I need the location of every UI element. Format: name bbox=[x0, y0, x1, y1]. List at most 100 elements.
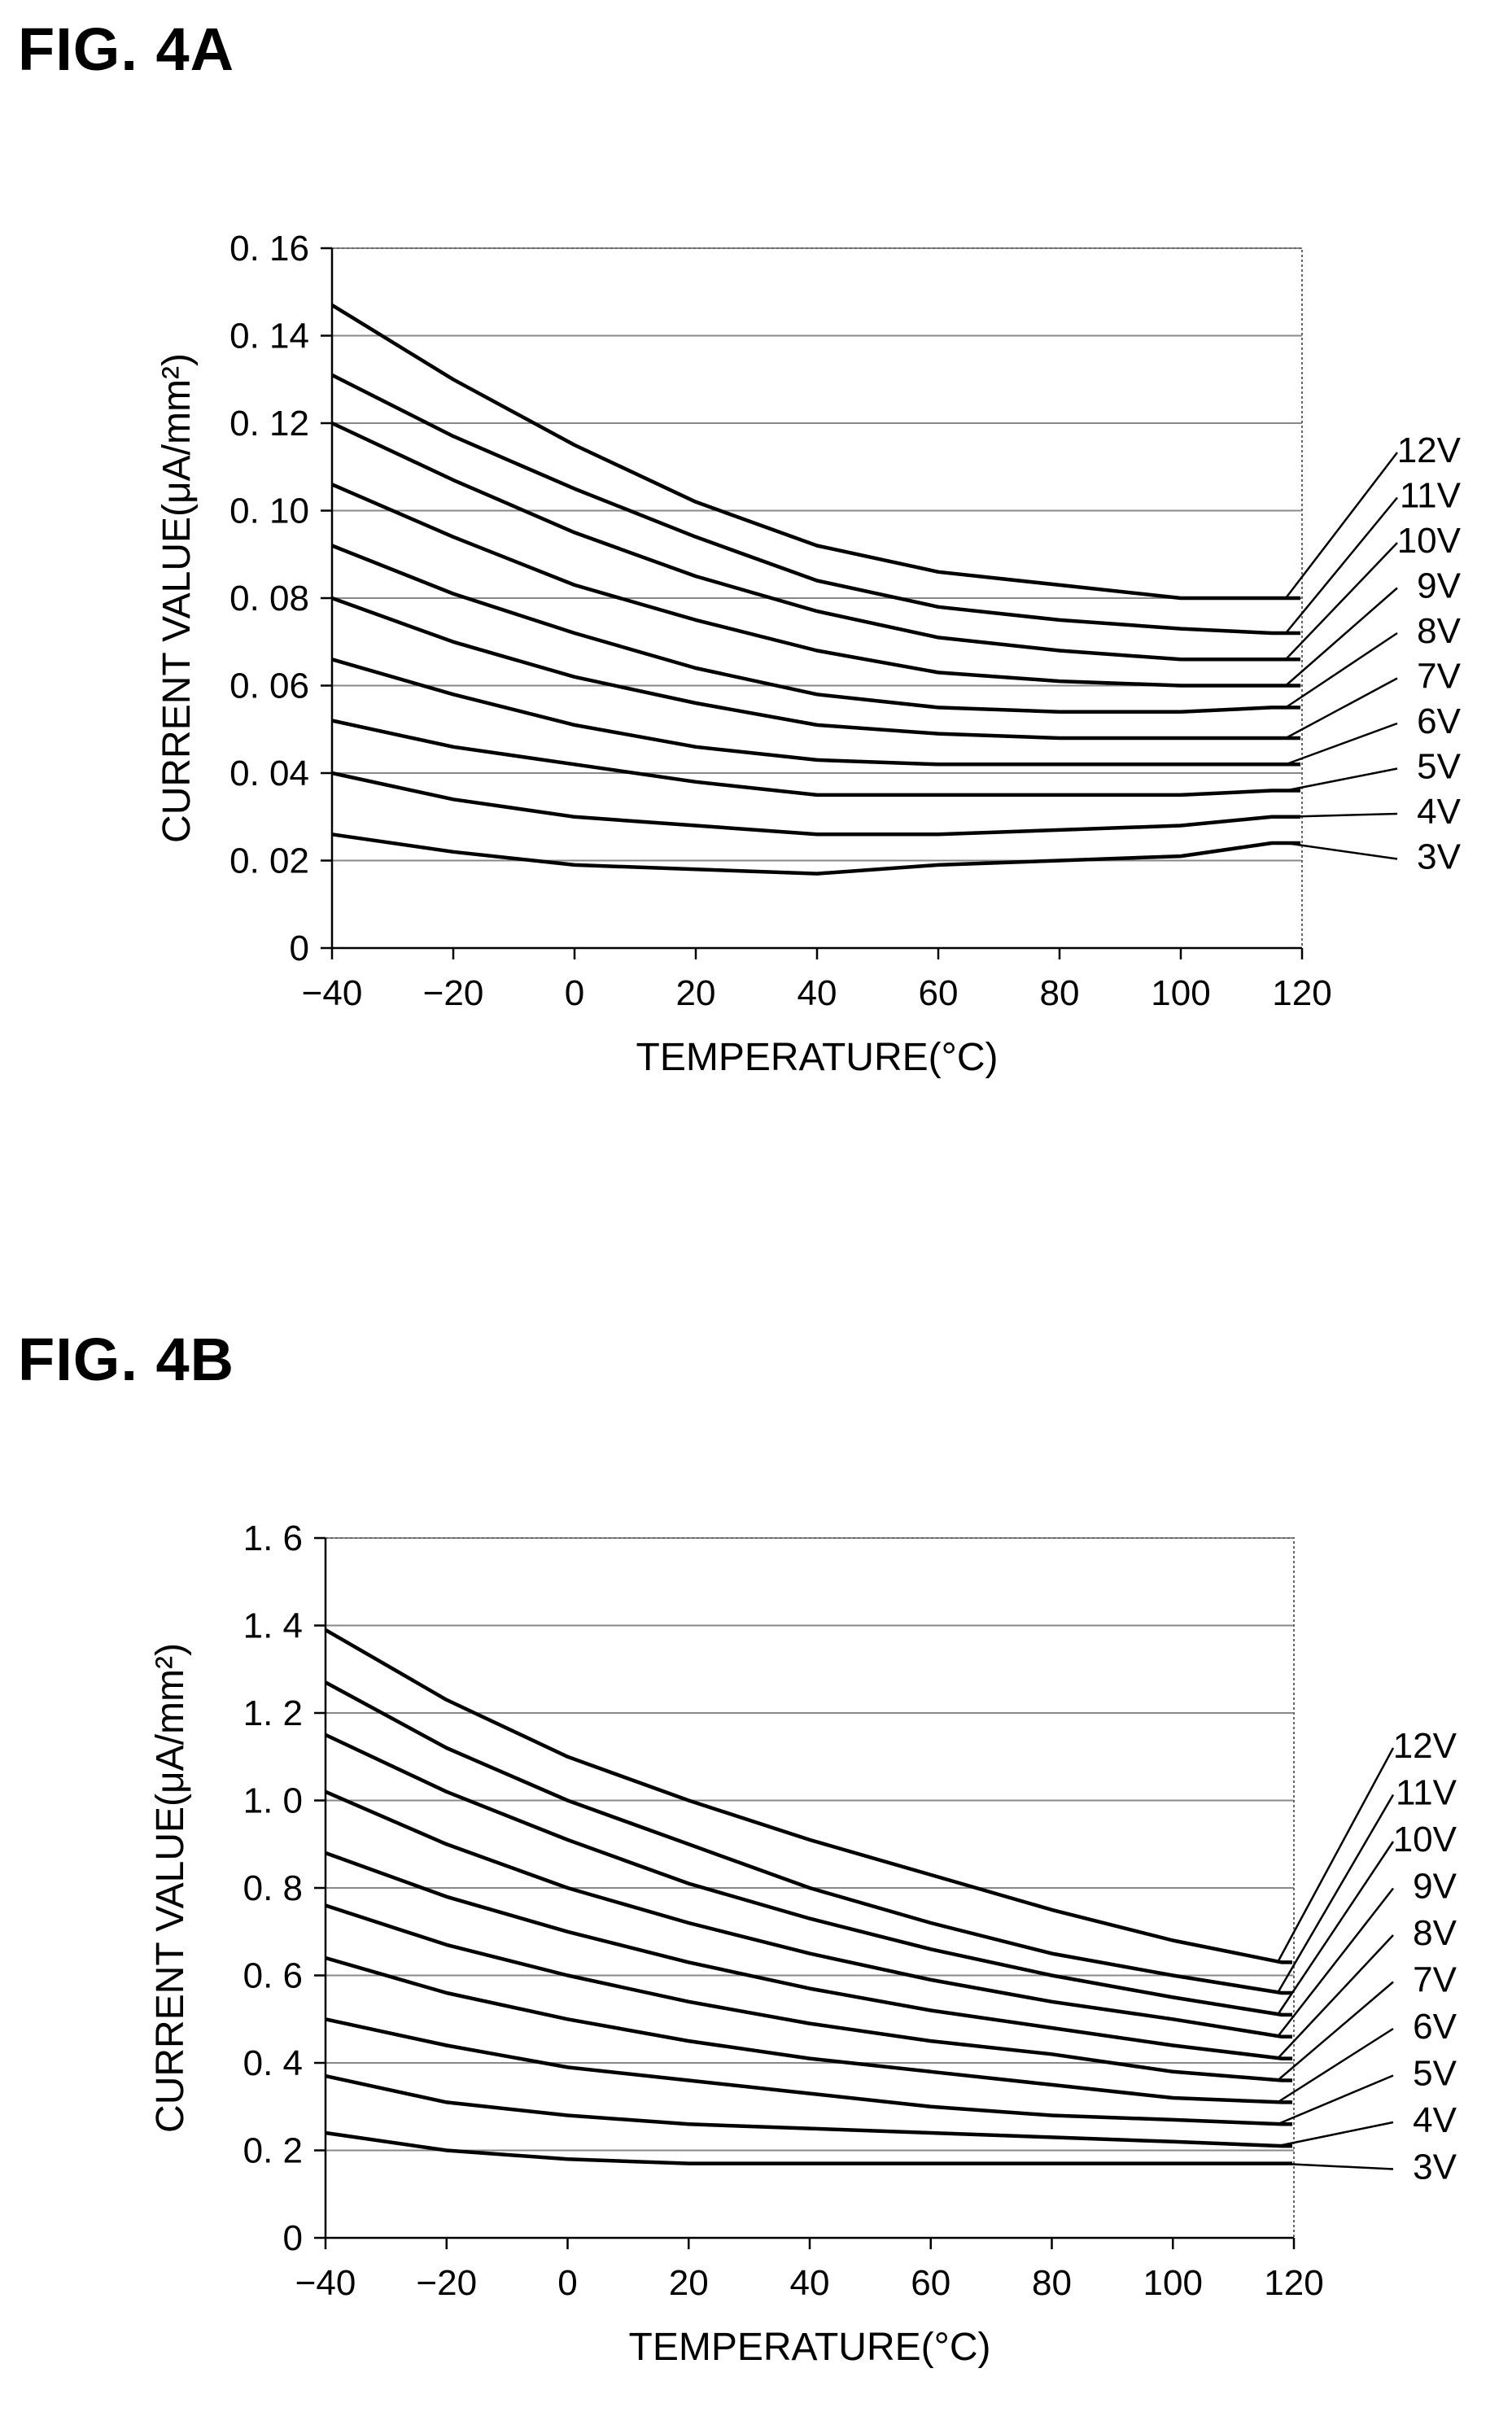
y-tick-label: 1. 0 bbox=[243, 1781, 303, 1821]
y-tick-label: 0. 14 bbox=[229, 317, 309, 356]
leader-line-11V bbox=[1285, 496, 1398, 634]
series-label-8V: 8V bbox=[1417, 611, 1461, 651]
series-line-7V bbox=[325, 1903, 1292, 2082]
leader-line-11V bbox=[1276, 1794, 1395, 1994]
series-label-9V: 9V bbox=[1413, 1867, 1457, 1907]
chart-figure-4b: 0 0. 2 0. 4 0. 6 0. 8 1. 0 1. 2 1. 4 1. 6 −40 −20 0… bbox=[149, 1518, 1457, 2369]
series-label-7V: 7V bbox=[1413, 1960, 1457, 2000]
series-label-10V: 10V bbox=[1393, 1820, 1457, 1859]
x-tick-label: −40 bbox=[302, 973, 363, 1013]
leader-line-9V bbox=[1277, 1887, 1394, 2038]
y-tick-label: 0. 12 bbox=[229, 404, 309, 444]
y-tick-label: 0. 10 bbox=[229, 492, 309, 531]
series-label-4V: 4V bbox=[1413, 2100, 1457, 2140]
y-tick-label: 0. 02 bbox=[229, 841, 309, 881]
series-line-11V bbox=[330, 373, 1300, 636]
leader-line-4V bbox=[1277, 2121, 1394, 2148]
leader-line-3V bbox=[1277, 2162, 1394, 2170]
series-line-3V bbox=[325, 2130, 1292, 2165]
figure-4a-title: FIG. 4A bbox=[18, 15, 235, 83]
series-label-11V: 11V bbox=[1400, 476, 1462, 516]
x-tick-label: 0 bbox=[565, 973, 584, 1013]
series-line-6V bbox=[325, 1955, 1292, 2104]
series-label-7V: 7V bbox=[1417, 657, 1461, 697]
y-tick-label: 0. 4 bbox=[243, 2043, 303, 2083]
x-tick-label: 60 bbox=[919, 973, 959, 1013]
series-label-5V: 5V bbox=[1417, 747, 1461, 787]
series-line-4V bbox=[331, 771, 1300, 837]
leader-line-6V bbox=[1285, 722, 1398, 766]
leader-line-5V bbox=[1277, 2074, 1394, 2126]
series-line-6V bbox=[331, 658, 1300, 767]
series-label-12V: 12V bbox=[1397, 430, 1462, 470]
series-label-5V: 5V bbox=[1413, 2054, 1457, 2094]
series-line-9V bbox=[331, 483, 1300, 688]
leader-line-6V bbox=[1277, 2027, 1394, 2104]
series-line-12V bbox=[324, 1628, 1292, 1964]
y-tick-label: 0. 06 bbox=[229, 666, 309, 706]
y-tick-label: 0 bbox=[290, 929, 309, 968]
leader-line-12V bbox=[1276, 1747, 1395, 1963]
leader-line-8V bbox=[1285, 631, 1398, 709]
y-tick-label: 0. 08 bbox=[229, 579, 309, 618]
series-line-9V bbox=[325, 1789, 1292, 2039]
x-tick-label: −20 bbox=[423, 973, 484, 1013]
y-tick-label: 0. 2 bbox=[243, 2131, 303, 2171]
y-tick-label: 1. 4 bbox=[243, 1606, 303, 1646]
series-label-6V: 6V bbox=[1417, 701, 1461, 741]
y-tick-label: 0. 16 bbox=[229, 229, 309, 269]
series-line-5V bbox=[331, 719, 1300, 797]
leader-line-12V bbox=[1285, 452, 1398, 599]
series-line-4V bbox=[325, 2073, 1292, 2148]
series-label-10V: 10V bbox=[1397, 521, 1462, 561]
x-axis-title: TEMPERATURE(°C) bbox=[636, 1036, 999, 1079]
leader-line-3V bbox=[1285, 841, 1398, 860]
series-label-3V: 3V bbox=[1417, 837, 1461, 877]
leader-line-8V bbox=[1277, 1934, 1394, 2060]
leader-line-7V bbox=[1285, 677, 1398, 740]
y-tick-label: 1. 6 bbox=[243, 1518, 303, 1558]
series-line-12V bbox=[330, 303, 1300, 601]
series-line-5V bbox=[325, 2017, 1292, 2126]
series-label-6V: 6V bbox=[1413, 2007, 1457, 2047]
x-tick-label: 40 bbox=[798, 973, 837, 1013]
series-line-11V bbox=[324, 1680, 1292, 1995]
leader-line-7V bbox=[1277, 1981, 1394, 2082]
x-tick-label: 20 bbox=[669, 2263, 709, 2303]
y-tick-label: 0. 04 bbox=[229, 754, 309, 793]
series-line-3V bbox=[331, 832, 1300, 876]
x-tick-label: 120 bbox=[1272, 973, 1331, 1013]
y-tick-label: 0 bbox=[283, 2218, 303, 2258]
leader-line-5V bbox=[1285, 767, 1398, 792]
series-line-7V bbox=[331, 596, 1300, 741]
y-tick-label: 0. 8 bbox=[243, 1868, 303, 1908]
series-label-12V: 12V bbox=[1393, 1726, 1457, 1766]
series-label-11V: 11V bbox=[1396, 1773, 1457, 1813]
series-label-3V: 3V bbox=[1413, 2148, 1457, 2187]
x-tick-label: 100 bbox=[1151, 973, 1210, 1013]
x-axis-title: TEMPERATURE(°C) bbox=[629, 2326, 991, 2369]
x-tick-label: 0 bbox=[557, 2263, 577, 2303]
x-tick-label: 120 bbox=[1264, 2263, 1323, 2303]
x-tick-label: −40 bbox=[295, 2263, 356, 2303]
x-tick-label: 40 bbox=[790, 2263, 830, 2303]
x-tick-label: 100 bbox=[1143, 2263, 1203, 2303]
x-tick-label: 60 bbox=[911, 2263, 950, 2303]
figure-4b-title: FIG. 4B bbox=[18, 1326, 235, 1393]
y-tick-label: 0. 6 bbox=[243, 1956, 303, 1996]
leader-line-9V bbox=[1285, 587, 1398, 687]
series-label-4V: 4V bbox=[1417, 792, 1461, 832]
plot-frame bbox=[325, 1537, 1295, 2239]
leader-line-10V bbox=[1285, 542, 1398, 661]
chart-figure-4a: 0 0. 02 0. 04 0. 06 0. 08 0. 10 0. 12 0. 14 0. 1… bbox=[155, 229, 1462, 1079]
series-line-8V bbox=[325, 1851, 1292, 2060]
y-axis-title: CURRENT VALUE(μA/mm²) bbox=[149, 1643, 192, 2133]
series-label-8V: 8V bbox=[1413, 1913, 1457, 1953]
x-tick-label: −20 bbox=[416, 2263, 477, 2303]
series-line-10V bbox=[325, 1733, 1292, 2017]
series-label-9V: 9V bbox=[1417, 566, 1461, 606]
leader-line-4V bbox=[1285, 812, 1398, 818]
x-tick-label: 20 bbox=[676, 973, 716, 1013]
x-tick-label: 80 bbox=[1032, 2263, 1072, 2303]
y-axis-title: CURRENT VALUE(μA/mm²) bbox=[155, 353, 199, 843]
